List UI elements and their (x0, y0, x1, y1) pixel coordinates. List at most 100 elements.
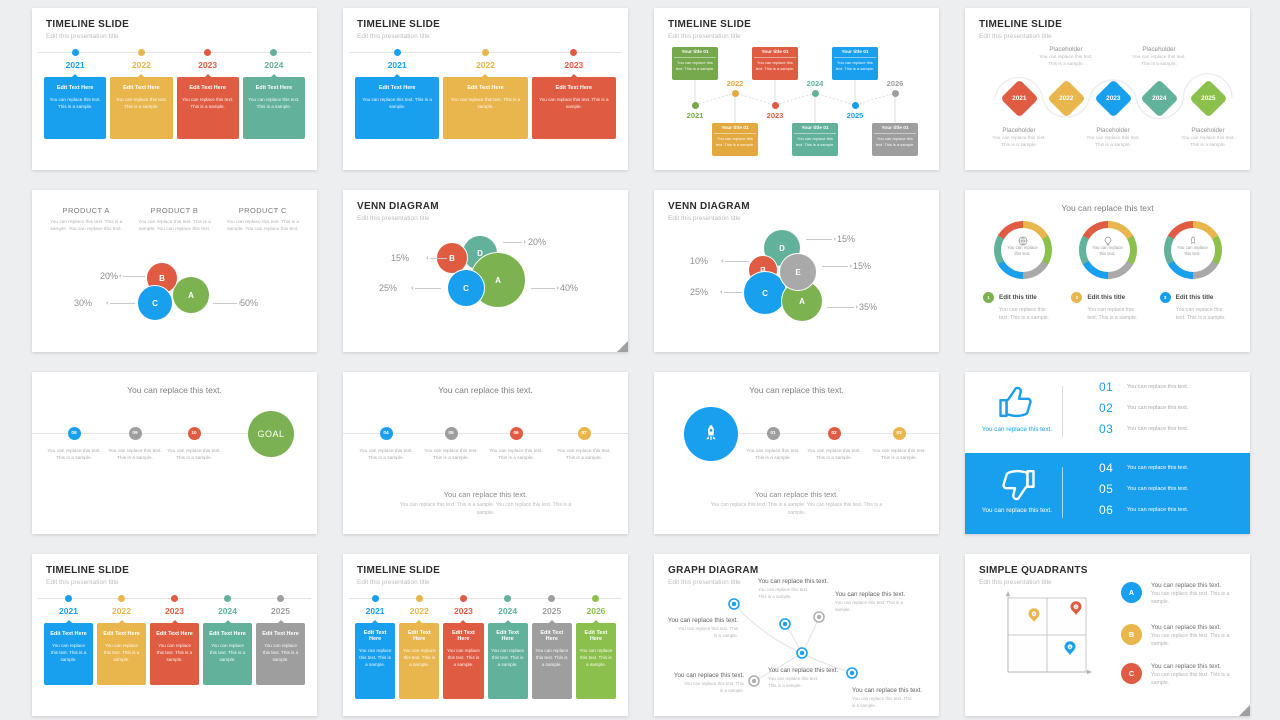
timeline-dot (811, 89, 819, 97)
slide-thumb-pentagon-rings[interactable]: You can replace this text You can replac… (965, 190, 1250, 352)
timeline-dot (731, 89, 739, 97)
timeline-dot (270, 49, 278, 56)
slide-thumb-venn-5[interactable]: VENN DIAGRAM Edit this presentation titl… (654, 190, 939, 352)
pointer-line (531, 286, 559, 290)
ring-center-text: You can replace this text. (1092, 245, 1123, 257)
slide-header: GRAPH DIAGRAM Edit this presentation tit… (654, 554, 939, 586)
timeline-year: 2022 (476, 60, 495, 70)
pointer-line (806, 237, 836, 241)
timeline-box: Edit Text Here You can replace this text.… (110, 77, 173, 139)
timeline-dot (415, 595, 423, 602)
placeholder-body: You can replace this text. This is a sam… (1132, 55, 1186, 67)
pointer-line (503, 240, 526, 244)
step-number-chip: 09 (128, 427, 142, 440)
legend-item: A You can replace this text. You can repl… (1121, 582, 1241, 606)
timeline-year: 2021 (686, 111, 704, 120)
slide-thumb-timeline-5col[interactable]: TIMELINE SLIDE Edit this presentation ti… (32, 554, 317, 716)
footer-text: You can replace this text. You can replac… (343, 490, 628, 517)
timeline-dot (570, 49, 578, 56)
slide-thumb-goal-timeline[interactable]: You can replace this text. 08 You can rep… (32, 372, 317, 534)
timeline-box: Edit Text Here You can replace this text.… (443, 623, 484, 699)
timeline-box: Edit Text Here You can replace this text.… (150, 623, 199, 685)
timeline-box: Edit Text Here You can replace this text.… (531, 77, 616, 139)
slide-thumb-venn-4[interactable]: VENN DIAGRAM Edit this presentation titl… (343, 190, 628, 352)
product-column: PRODUCT B You can replace this text. This… (138, 206, 211, 233)
map-pin-c: C (1070, 601, 1082, 615)
step-number-chip: 05 (444, 427, 458, 440)
thumbs-down-icon (1002, 469, 1035, 501)
slide-thumb-timeline-3col[interactable]: TIMELINE SLIDE Edit this presentation ti… (343, 8, 628, 170)
legend-heading: You can replace this text. (1151, 582, 1222, 589)
thumbs-down-caption: You can replace this text. (981, 507, 1053, 514)
slide-thumb-timeline-6col[interactable]: TIMELINE SLIDE Edit this presentation ti… (343, 554, 628, 716)
step-item: 05 You can replace this text. This is a s… (422, 417, 480, 462)
list-text: You can replace this text. (1127, 465, 1189, 471)
slide-thumb-timeline-zigzag[interactable]: TIMELINE SLIDE Edit this presentation ti… (654, 8, 939, 170)
timeline-year: 2023 (453, 606, 473, 616)
pointer-line (827, 305, 858, 309)
slide-title: TIMELINE SLIDE (357, 19, 441, 30)
timeline-dot (504, 595, 512, 602)
slide-thumb-steps-4[interactable]: You can replace this text. 04 You can rep… (343, 372, 628, 534)
slide-subtitle: Edit this presentation title (979, 33, 1052, 40)
slide-thumb-simple-quadrants[interactable]: SIMPLE QUADRANTS Edit this presentation … (965, 554, 1250, 716)
placeholder-label: Placeholder (1096, 127, 1130, 134)
graph-nodes (728, 598, 858, 687)
timeline: 2021 Edit Text Here You can replace this … (343, 586, 628, 699)
timeline-dot (371, 595, 379, 602)
rocket-icon (706, 424, 716, 441)
slide-thumb-timeline-4col[interactable]: TIMELINE SLIDE Edit this presentation ti… (32, 8, 317, 170)
timeline-year: 2021 (65, 60, 85, 70)
timeline-dot (592, 595, 600, 602)
slide-title: SIMPLE QUADRANTS (979, 565, 1088, 576)
footer-heading: You can replace this text. (754, 490, 839, 499)
timeline-column: 2021 Edit Text Here You can replace this … (355, 49, 440, 139)
slide-thumb-timeline-diamonds[interactable]: TIMELINE SLIDE Edit this presentation ti… (965, 8, 1250, 170)
step-body: You can replace this text. This is a sam… (489, 449, 543, 462)
letter-chip: C (1121, 663, 1142, 684)
list-number: 05 (1099, 482, 1114, 496)
timeline-column: 2021 Edit Text Here You can replace this … (44, 49, 107, 139)
step-item: 06 You can replace this text. This is a s… (487, 417, 545, 462)
page-curl-icon (1238, 704, 1250, 716)
step-number-chip: 08 (67, 427, 81, 440)
slide-title: You can replace this text (1061, 203, 1154, 213)
timeline-box: Edit Text Here You can replace this text.… (531, 623, 572, 699)
slide-title: You can replace this text. (438, 385, 533, 395)
graph-label: You can replace this text. You can replac… (835, 591, 906, 612)
step-number-chip: 07 (577, 427, 591, 440)
bulb-icon (1103, 233, 1113, 251)
timeline-column: 2024 Edit Text Here You can replace this … (487, 595, 528, 699)
slide-thumb-thumbs-list[interactable]: You can replace this text. 01 You can rep… (965, 372, 1250, 534)
timeline-column: 2021 Edit Text Here You can replace this … (355, 595, 396, 699)
list-item: 05 You can replace this text. (1099, 482, 1188, 496)
placeholder-label: Placeholder (1142, 46, 1176, 53)
timeline-year: 2025 (271, 606, 290, 616)
slide-thumb-venn-products[interactable]: PRODUCT A You can replace this text. This… (32, 190, 317, 352)
slide-title: You can replace this text. (127, 385, 222, 395)
pointer-line (213, 301, 241, 305)
rocket-icon (1188, 233, 1198, 251)
venn-percent: 35% (859, 302, 878, 312)
timeline-box: Edit Text Here You can replace this text.… (242, 77, 305, 139)
timeline-year: 2026 (586, 606, 606, 616)
step-item: 09 You can replace this text. This is a s… (106, 417, 164, 462)
venn-percent: 20% (528, 237, 547, 247)
venn-percent: 10% (689, 256, 708, 266)
rocket-circle (684, 407, 738, 461)
slide-thumb-graph-diagram[interactable]: GRAPH DIAGRAM Edit this presentation tit… (654, 554, 939, 716)
step-body: You can replace this text. This is a sam… (424, 449, 478, 462)
timeline-box: Edit Text Here You can replace this text.… (97, 623, 146, 685)
legend-body: You can replace this text. This is a sam… (1175, 307, 1226, 321)
timeline-box: Edit Text Here You can replace this text.… (443, 77, 528, 139)
list-number: 01 (1099, 380, 1114, 394)
slide-thumb-rocket-steps[interactable]: You can replace this text. 01 You can rep… (654, 372, 939, 534)
timeline-year: 2021 (365, 606, 385, 616)
timeline: 2021 Edit Text Here You can replace this … (32, 40, 317, 139)
thumbs-up-icon (999, 386, 1032, 418)
slide-header: TIMELINE SLIDE Edit this presentation ti… (32, 554, 317, 586)
timeline-year: 2022 (409, 606, 429, 616)
timeline-year: 2024 (498, 606, 518, 616)
timeline-column: 2023 Edit Text Here You can replace this … (176, 49, 239, 139)
map-pin-b: B (1028, 608, 1040, 622)
